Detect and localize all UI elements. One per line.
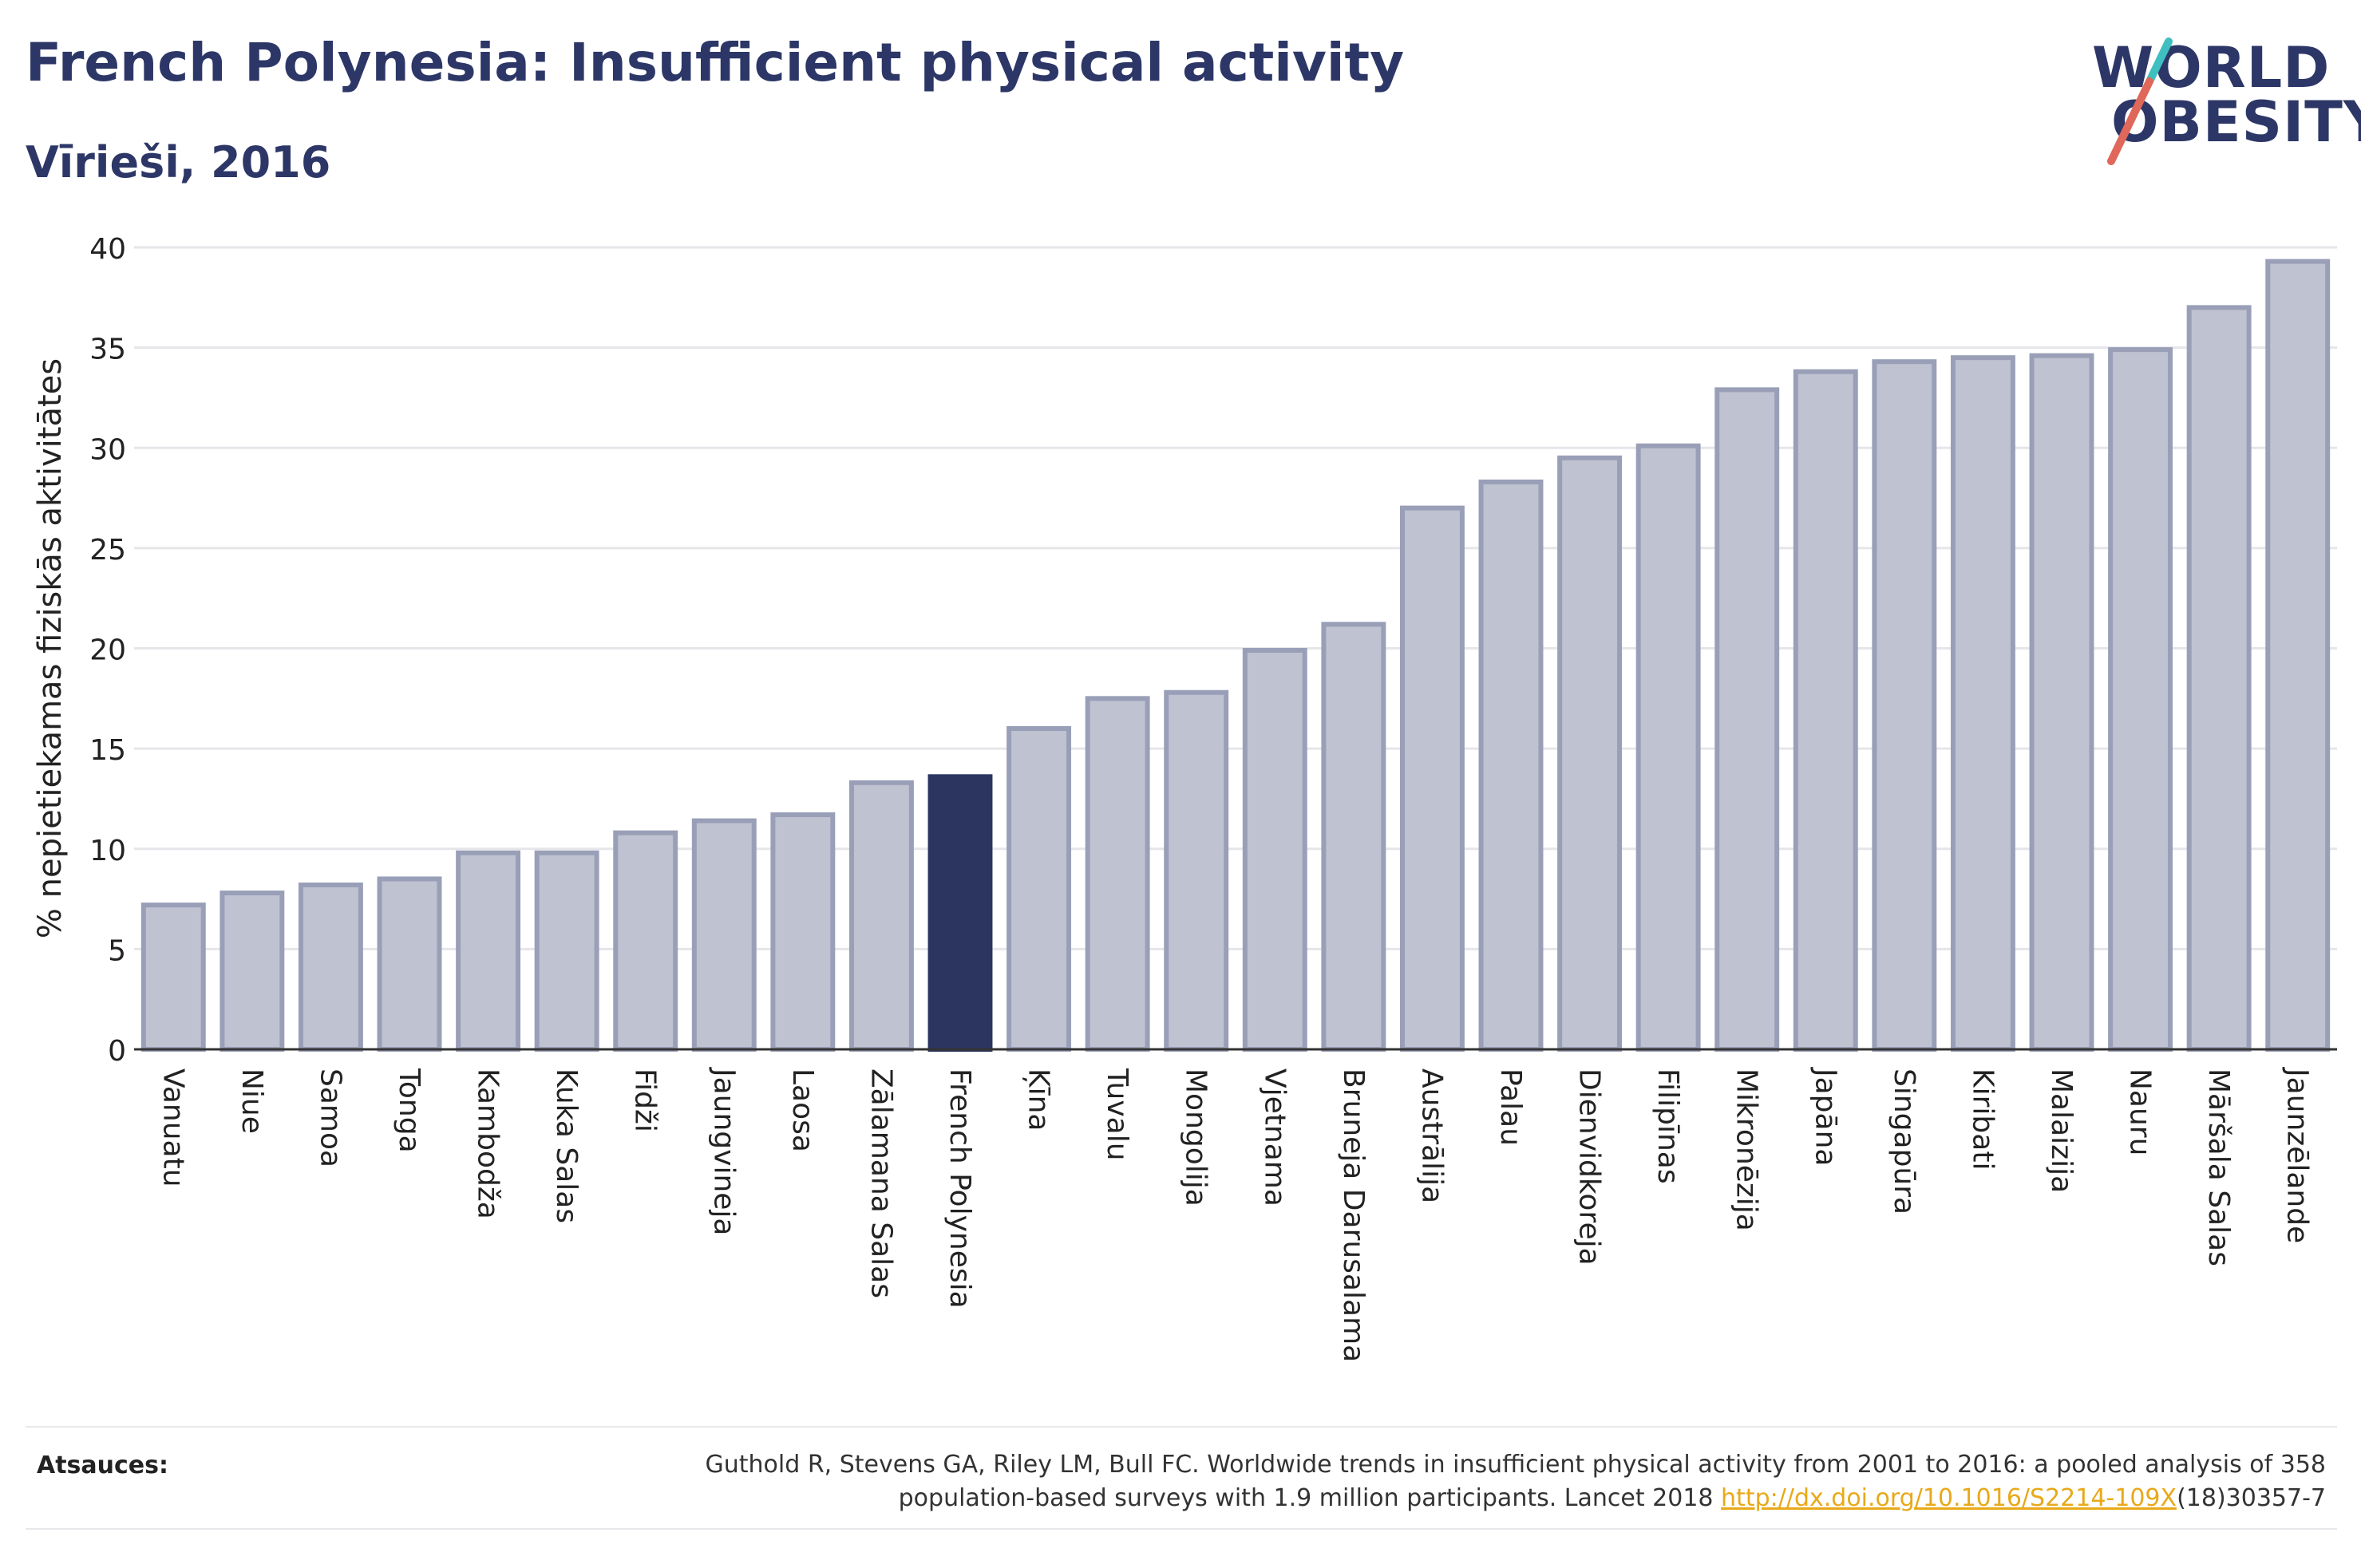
x-tick-label: Māršala Salas <box>2202 1068 2235 1266</box>
y-tick-label: 30 <box>89 433 126 466</box>
reference-doi-link[interactable]: http://dx.doi.org/10.1016/S2214-109X <box>1721 1484 2177 1512</box>
bar <box>1793 369 1858 1052</box>
references-label: Atsauces: <box>37 1451 168 1479</box>
x-tick-label: Tuvalu <box>1101 1068 1133 1161</box>
y-tick-label: 25 <box>89 534 126 567</box>
bar <box>219 891 285 1053</box>
y-tick-label: 35 <box>89 334 126 366</box>
x-tick-label: Vjetnama <box>1258 1068 1291 1207</box>
x-tick-label: Vanuatu <box>156 1068 189 1187</box>
reference-line-2-prefix: population-based surveys with 1.9 millio… <box>898 1484 1722 1512</box>
y-tick-label: 10 <box>89 835 126 867</box>
x-tick-label: French Polynesia <box>943 1068 976 1309</box>
x-tick-label: Malaizija <box>2045 1068 2078 1193</box>
bar <box>456 850 521 1053</box>
bar <box>848 780 914 1053</box>
x-tick-label: Laosa <box>786 1068 819 1152</box>
logo-line-1: WORLD <box>2092 35 2331 101</box>
bar <box>2108 347 2173 1052</box>
bar <box>377 876 442 1052</box>
reference-line-1: Guthold R, Stevens GA, Riley LM, Bull FC… <box>705 1451 2326 1479</box>
x-tick-label: Bruneja Darusalama <box>1337 1068 1370 1362</box>
x-tick-label: Niue <box>235 1068 268 1134</box>
reference-text: Guthold R, Stevens GA, Riley LM, Bull FC… <box>490 1448 2326 1515</box>
x-tick-label: Mongolija <box>1180 1068 1212 1207</box>
bar <box>1006 726 1072 1052</box>
x-tick-label: Nauru <box>2124 1068 2157 1155</box>
bar <box>1164 689 1229 1053</box>
bar <box>140 902 206 1052</box>
bar <box>2265 259 2331 1052</box>
bar <box>1635 443 1701 1052</box>
logo-line-2: OBESITY <box>2111 89 2361 155</box>
y-tick-label: 5 <box>108 934 126 967</box>
y-tick-label: 20 <box>89 634 126 667</box>
x-tick-label: Palau <box>1494 1068 1527 1146</box>
x-tick-label: Singapūra <box>1888 1068 1920 1215</box>
bar <box>1478 479 1544 1052</box>
x-tick-label: Samoa <box>314 1068 346 1167</box>
chart-title: French Polynesia: Insufficient physical … <box>26 32 1405 93</box>
bar <box>770 812 836 1052</box>
logo-slash-icon <box>2107 38 2173 165</box>
y-tick-label: 40 <box>89 233 126 266</box>
y-tick-label: 0 <box>108 1035 126 1068</box>
x-tick-label: Fidži <box>629 1068 662 1132</box>
x-tick-label: Mikronēzija <box>1730 1068 1763 1231</box>
x-tick-label: Ķīna <box>1022 1068 1055 1132</box>
bar <box>2186 305 2252 1052</box>
reference-line-2-suffix: (18)30357-7 <box>2177 1484 2326 1512</box>
bar <box>1321 622 1386 1052</box>
bar <box>1872 359 1937 1052</box>
bar <box>691 818 757 1052</box>
x-tick-label: Austrālija <box>1415 1068 1448 1203</box>
bar <box>298 882 363 1052</box>
bar-chart: 0 5 10 15 20 25 30 35 40 % nepietiekamas fiziskās… <box>32 233 2337 1362</box>
x-tick-label: Kambodža <box>472 1068 504 1219</box>
bar <box>1950 355 2015 1052</box>
world-obesity-logo: WORLD OBESITY <box>2079 35 2361 171</box>
bar <box>1714 387 1780 1052</box>
bar <box>534 850 599 1053</box>
y-axis-label: % nepietiekamas fiziskās aktivitātes <box>32 358 69 938</box>
bar <box>1085 696 1150 1052</box>
footer: Atsauces: Guthold R, Stevens GA, Riley L… <box>26 1426 2337 1530</box>
bar <box>613 830 678 1053</box>
x-tick-label: Tonga <box>393 1068 425 1153</box>
x-tick-label: Zālamana Salas <box>864 1068 897 1298</box>
bar <box>2029 353 2094 1053</box>
x-tick-label: Dienvidkoreja <box>1573 1068 1606 1266</box>
x-tick-label: Japāna <box>1809 1067 1841 1166</box>
x-tick-label: Jaunzēlande <box>2281 1067 2314 1243</box>
bar-highlight <box>927 774 993 1052</box>
y-tick-label: 15 <box>89 734 126 767</box>
x-tick-label: Kiribati <box>1966 1068 1999 1170</box>
x-tick-label: Jaungvineja <box>707 1067 740 1236</box>
x-tick-label: Kuka Salas <box>550 1068 583 1223</box>
x-tick-label: Filipīnas <box>1651 1068 1684 1184</box>
bar <box>1399 505 1465 1052</box>
chart-subtitle: Vīrieši, 2016 <box>26 137 331 188</box>
bar <box>1242 648 1307 1052</box>
bar <box>1557 455 1623 1052</box>
